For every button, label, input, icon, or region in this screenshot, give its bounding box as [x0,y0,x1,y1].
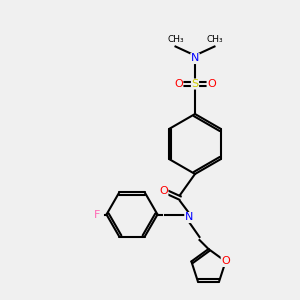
Text: O: O [159,185,168,196]
Text: N: N [185,212,193,223]
Text: F: F [94,209,101,220]
Text: N: N [191,53,199,64]
Text: O: O [221,256,230,266]
Text: CH₃: CH₃ [206,35,223,44]
Text: O: O [174,79,183,89]
Text: O: O [207,79,216,89]
Text: CH₃: CH₃ [167,35,184,44]
Text: S: S [191,79,199,89]
